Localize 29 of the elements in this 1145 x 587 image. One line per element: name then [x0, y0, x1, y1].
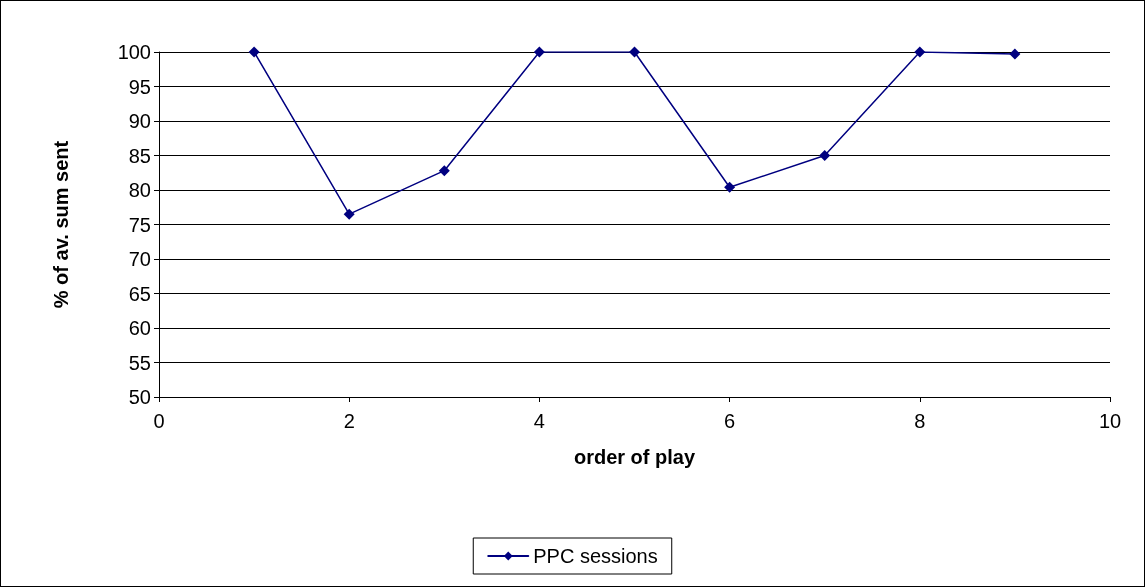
y-tick-label: 85: [128, 144, 151, 167]
y-tick-label: 65: [128, 282, 151, 305]
point: [819, 150, 831, 161]
y-tick-label: 90: [128, 110, 151, 132]
point: [914, 46, 926, 58]
x-axis-title: order of play: [573, 446, 696, 468]
point: [248, 46, 260, 58]
point: [343, 208, 355, 220]
x-tick-label: 6: [724, 410, 736, 432]
y-tick-label: 75: [128, 213, 151, 236]
x-tick-label: 0: [153, 410, 165, 432]
y-tick-label: 70: [128, 248, 151, 270]
point: [1009, 48, 1021, 60]
point: [724, 181, 736, 193]
y-tick-label: 80: [128, 179, 151, 201]
y-tick-label: 60: [128, 317, 151, 339]
y-tick-label: 55: [128, 351, 151, 374]
x-tick-label: 4: [533, 410, 545, 432]
y-tick-label: 50: [128, 386, 151, 408]
point: [438, 165, 450, 177]
y-tick-label: 100: [117, 41, 151, 63]
point: [629, 46, 640, 58]
x-tick-label: 10: [1098, 410, 1122, 432]
x-tick-label: 8: [914, 410, 926, 432]
legend-label: PPC sessions: [533, 545, 658, 567]
y-axis-title: % of av. sum sent: [50, 140, 72, 309]
point: [533, 46, 545, 58]
x-tick-label: 2: [343, 410, 355, 432]
y-tick-label: 95: [128, 75, 151, 98]
